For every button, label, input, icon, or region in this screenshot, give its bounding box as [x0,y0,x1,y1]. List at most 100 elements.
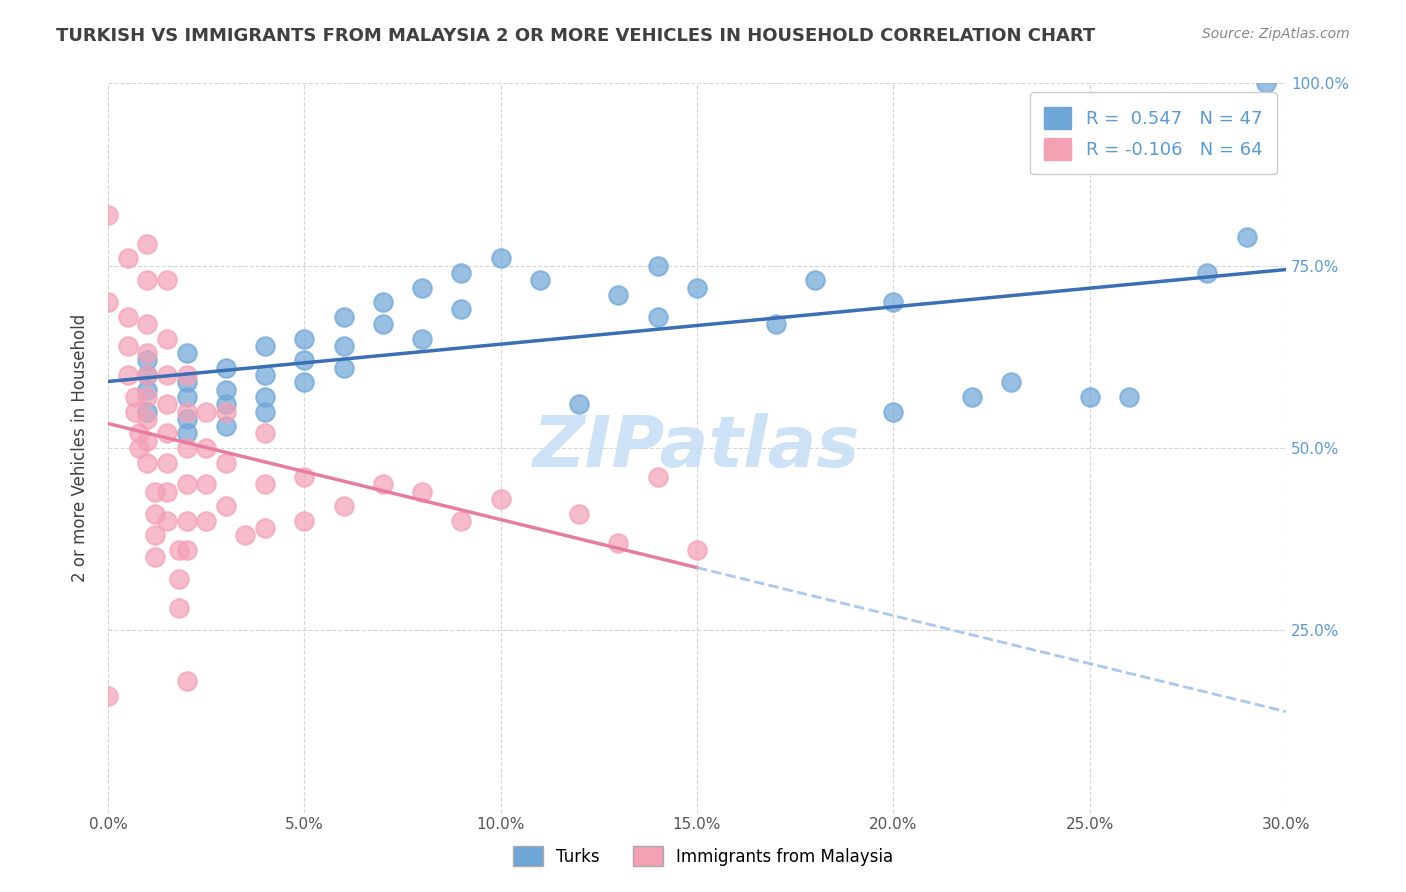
Point [167,543,190,558]
Point [117,368,139,382]
Point [176,390,198,404]
Point [607,288,630,302]
Point [254,404,277,418]
Point [450,514,472,528]
Point [195,404,218,418]
Point [254,426,277,441]
Point [568,507,591,521]
Point [176,376,198,390]
Point [292,470,315,484]
Point [136,390,159,404]
Point [124,390,146,404]
Point [1000,376,1022,390]
Text: TURKISH VS IMMIGRANTS FROM MALAYSIA 2 OR MORE VEHICLES IN HOUSEHOLD CORRELATION : TURKISH VS IMMIGRANTS FROM MALAYSIA 2 OR… [56,27,1095,45]
Point [686,280,709,294]
Point [882,404,904,418]
Point [568,397,591,411]
Point [371,477,394,491]
Point [156,514,179,528]
Point [686,543,709,558]
Point [195,514,218,528]
Point [156,484,179,499]
Point [1256,77,1278,91]
Point [411,280,433,294]
Point [143,484,166,499]
Point [254,368,277,382]
Point [97,208,120,222]
Point [176,674,198,689]
Point [156,456,179,470]
Point [136,368,159,382]
Point [143,528,166,542]
Point [292,376,315,390]
Point [215,456,238,470]
Point [489,252,512,266]
Legend: Turks, Immigrants from Malaysia: Turks, Immigrants from Malaysia [505,838,901,875]
Point [254,390,277,404]
Text: ZIPatlas: ZIPatlas [533,414,860,483]
Point [176,368,198,382]
Point [647,470,669,484]
Point [332,339,354,353]
Point [97,689,120,703]
Point [332,360,354,375]
Point [176,404,198,418]
Point [117,339,139,353]
Point [156,368,179,382]
Point [254,339,277,353]
Point [176,441,198,455]
Point [167,601,190,615]
Point [136,317,159,331]
Point [136,353,159,368]
Point [647,259,669,273]
Point [1236,229,1258,244]
Point [156,273,179,287]
Point [156,397,179,411]
Point [136,412,159,426]
Point [215,360,238,375]
Point [411,332,433,346]
Point [215,404,238,418]
Point [97,295,120,310]
Point [117,310,139,324]
Point [215,383,238,397]
Point [176,477,198,491]
Point [371,295,394,310]
Point [450,266,472,280]
Point [292,353,315,368]
Point [136,383,159,397]
Point [117,252,139,266]
Point [292,332,315,346]
Point [136,346,159,360]
Point [1078,390,1101,404]
Point [176,426,198,441]
Point [136,434,159,448]
Point [128,426,150,441]
Point [647,310,669,324]
Point [529,273,551,287]
Point [136,368,159,382]
Point [136,236,159,251]
Point [489,491,512,506]
Point [411,484,433,499]
Point [215,500,238,514]
Point [176,412,198,426]
Point [176,346,198,360]
Point [156,332,179,346]
Point [136,404,159,418]
Point [167,572,190,586]
Point [765,317,787,331]
Point [882,295,904,310]
Point [371,317,394,331]
Point [128,441,150,455]
Point [235,528,257,542]
Y-axis label: 2 or more Vehicles in Household: 2 or more Vehicles in Household [72,314,89,582]
Point [195,477,218,491]
Point [143,507,166,521]
Point [607,535,630,549]
Point [136,273,159,287]
Point [803,273,825,287]
Point [254,477,277,491]
Point [156,426,179,441]
Point [1118,390,1140,404]
